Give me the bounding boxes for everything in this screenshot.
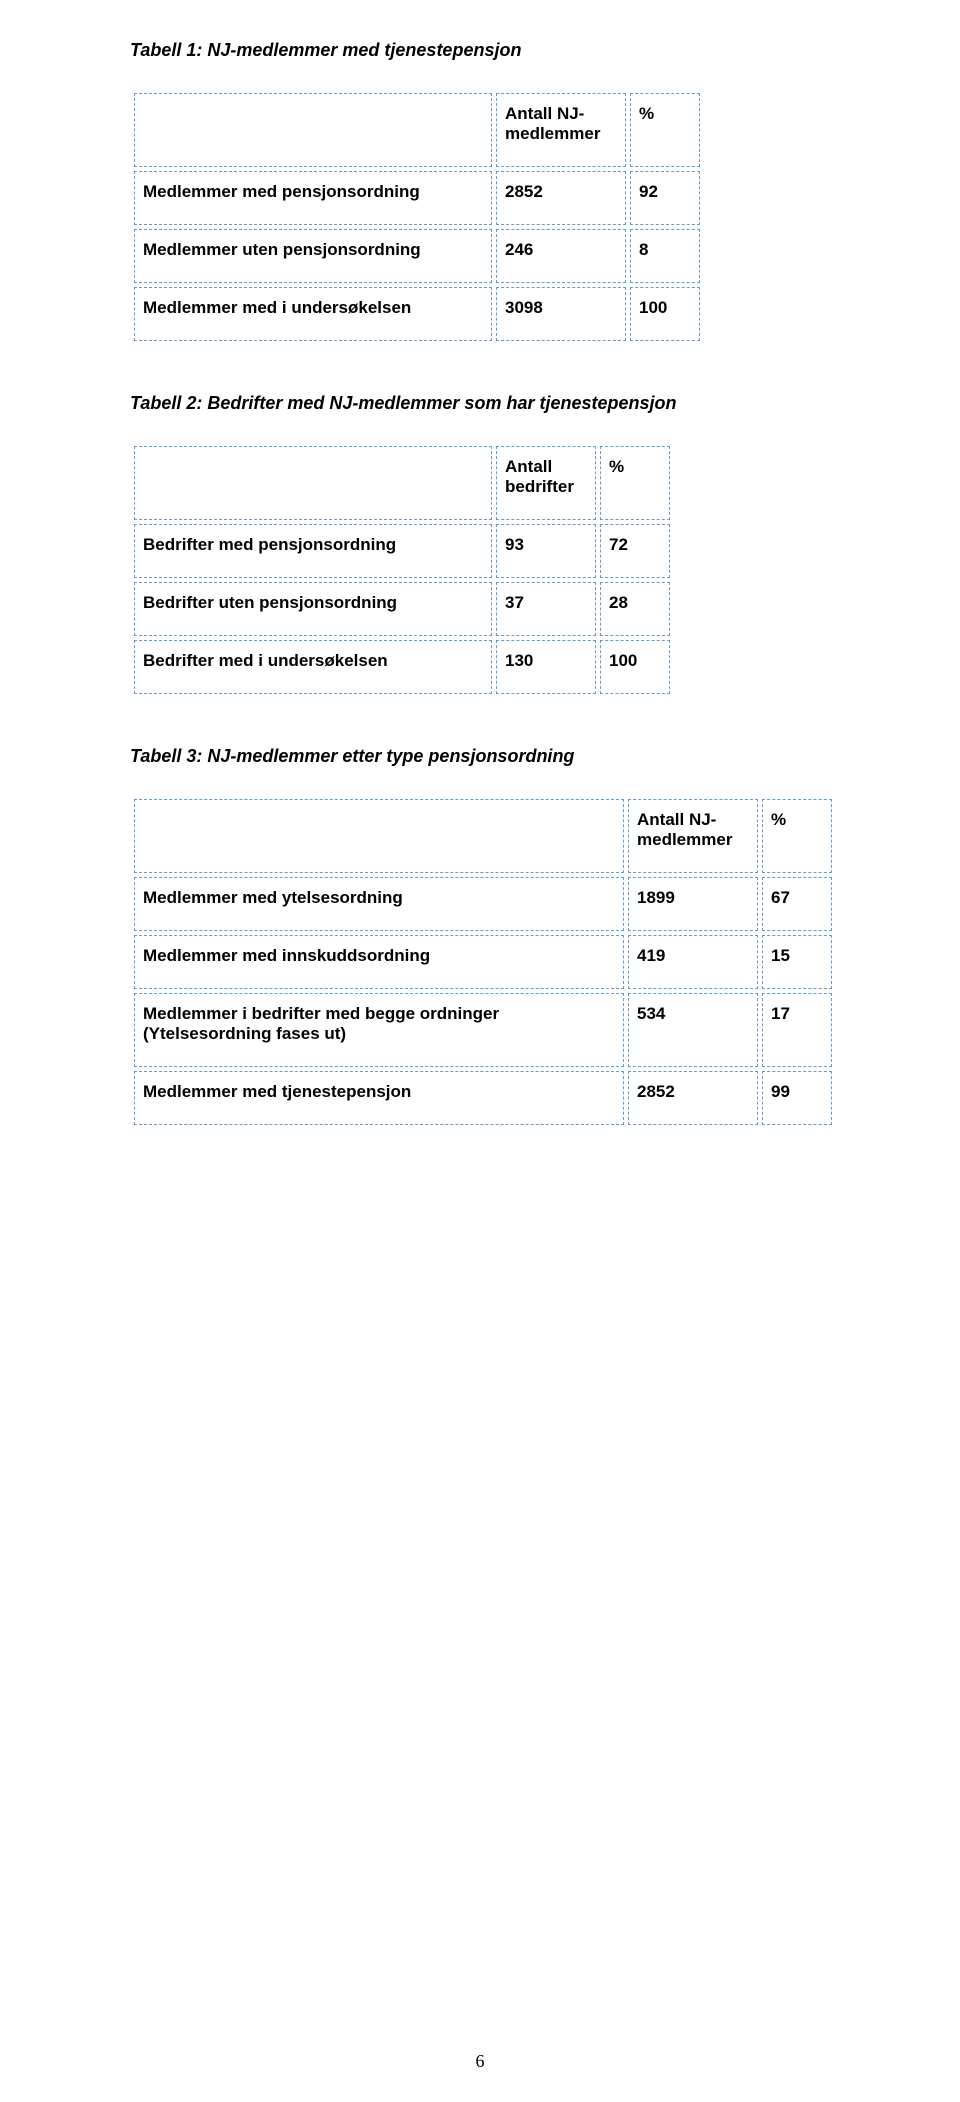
cell: 534 [628,993,758,1067]
table-row: Bedrifter med i undersøkelsen 130 100 [134,640,670,694]
page: Tabell 1: NJ-medlemmer med tjenestepensj… [0,0,960,2102]
table1-h1: Antall NJ-medlemmer [496,93,626,167]
table3-h1: Antall NJ-medlemmer [628,799,758,873]
cell: Bedrifter med i undersøkelsen [134,640,492,694]
table-row: Medlemmer med pensjonsordning 2852 92 [134,171,700,225]
table3-h2: % [762,799,832,873]
cell: Medlemmer uten pensjonsordning [134,229,492,283]
cell: Bedrifter med pensjonsordning [134,524,492,578]
table3: Antall NJ-medlemmer % Medlemmer med ytel… [130,795,836,1129]
table3-title: Tabell 3: NJ-medlemmer etter type pensjo… [130,746,870,767]
table-row: Antall NJ-medlemmer % [134,93,700,167]
cell: 419 [628,935,758,989]
cell: 72 [600,524,670,578]
table1-h2: % [630,93,700,167]
table3-h0 [134,799,624,873]
table-row: Antall bedrifter % [134,446,670,520]
cell: 67 [762,877,832,931]
table2-h2: % [600,446,670,520]
cell: Medlemmer med ytelsesordning [134,877,624,931]
table2-h0 [134,446,492,520]
table2: Antall bedrifter % Bedrifter med pensjon… [130,442,674,698]
cell: Medlemmer med i undersøkelsen [134,287,492,341]
table-row: Antall NJ-medlemmer % [134,799,832,873]
table1-h0 [134,93,492,167]
table2-h1: Antall bedrifter [496,446,596,520]
table-row: Medlemmer med innskuddsordning 419 15 [134,935,832,989]
cell: 130 [496,640,596,694]
cell: Medlemmer med tjenestepensjon [134,1071,624,1125]
table-row: Medlemmer med ytelsesordning 1899 67 [134,877,832,931]
table-row: Medlemmer med i undersøkelsen 3098 100 [134,287,700,341]
cell: 8 [630,229,700,283]
table-row: Medlemmer uten pensjonsordning 246 8 [134,229,700,283]
table1: Antall NJ-medlemmer % Medlemmer med pens… [130,89,704,345]
table2-title: Tabell 2: Bedrifter med NJ-medlemmer som… [130,393,870,414]
cell: 37 [496,582,596,636]
table-row: Bedrifter med pensjonsordning 93 72 [134,524,670,578]
cell: 100 [600,640,670,694]
cell: Medlemmer i bedrifter med begge ordninge… [134,993,624,1067]
cell: 2852 [628,1071,758,1125]
cell: 92 [630,171,700,225]
cell: Bedrifter uten pensjonsordning [134,582,492,636]
cell: 3098 [496,287,626,341]
page-number: 6 [0,2051,960,2072]
table-row: Medlemmer med tjenestepensjon 2852 99 [134,1071,832,1125]
cell: 2852 [496,171,626,225]
cell: 15 [762,935,832,989]
cell: 28 [600,582,670,636]
cell: Medlemmer med innskuddsordning [134,935,624,989]
table-row: Medlemmer i bedrifter med begge ordninge… [134,993,832,1067]
cell: 1899 [628,877,758,931]
cell: 246 [496,229,626,283]
cell: 93 [496,524,596,578]
cell: 99 [762,1071,832,1125]
cell: 100 [630,287,700,341]
cell: Medlemmer med pensjonsordning [134,171,492,225]
cell: 17 [762,993,832,1067]
table-row: Bedrifter uten pensjonsordning 37 28 [134,582,670,636]
table1-title: Tabell 1: NJ-medlemmer med tjenestepensj… [130,40,870,61]
